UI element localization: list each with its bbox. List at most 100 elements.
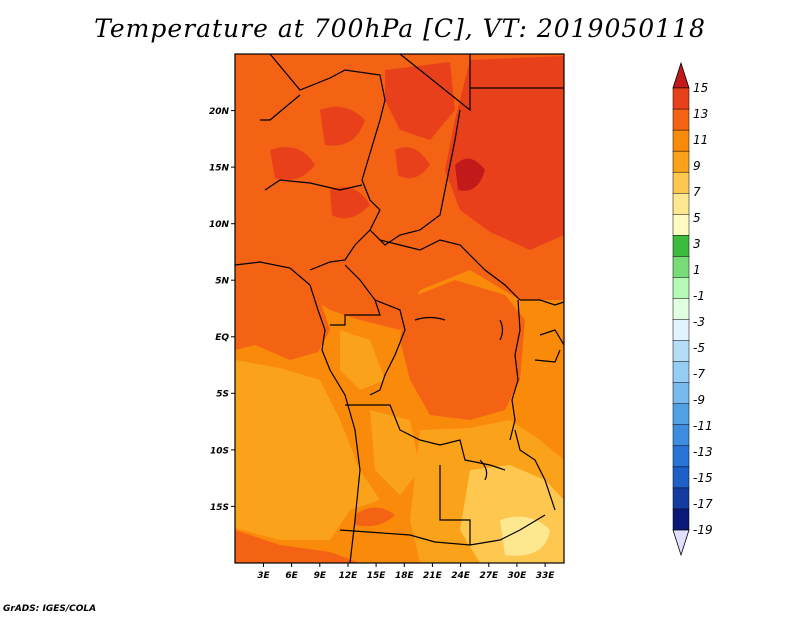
field-band-7-9-gabon bbox=[340, 330, 385, 390]
field-patch-13-15-b bbox=[270, 147, 315, 180]
colorbar-label: 1 bbox=[693, 263, 701, 277]
border-tanzania bbox=[514, 429, 556, 511]
border-niger-nigeria bbox=[264, 179, 363, 191]
x-axis: 3E 6E 9E 12E 15E 18E 21E 24E 27E 30E 33E bbox=[257, 563, 555, 581]
colorbar-cell bbox=[672, 466, 690, 489]
colorbar-cell bbox=[672, 214, 690, 236]
x-tick-label: 3E bbox=[257, 571, 270, 581]
colorbar-cell bbox=[672, 487, 690, 510]
field-band-11-13-south bbox=[235, 530, 360, 563]
colorbar-cell bbox=[672, 340, 690, 363]
border-uganda-kenya bbox=[534, 329, 564, 363]
field-band-3-5 bbox=[500, 516, 550, 556]
field-patch-13-15-a bbox=[320, 106, 365, 146]
colorbar-label: -15 bbox=[693, 471, 713, 485]
grads-credit: GrADS: IGES/COLA bbox=[3, 604, 97, 614]
colorbar-label: 13 bbox=[693, 107, 708, 121]
x-tick-label: 15E bbox=[367, 571, 387, 581]
x-tick-label: 21E bbox=[423, 571, 443, 581]
field-band-11-13-central bbox=[400, 280, 525, 420]
border-egypt-sudan bbox=[470, 87, 564, 306]
y-axis: 20N 15N 10N 5N EQ 5S 10S 15S bbox=[209, 107, 235, 513]
x-tick-label: 18E bbox=[395, 571, 415, 581]
colorbar-cell bbox=[672, 361, 690, 384]
y-tick-label: 10N bbox=[209, 220, 230, 230]
colorbar-cells bbox=[672, 87, 690, 531]
field-patch-13-15-d bbox=[395, 147, 430, 179]
field-band-7-9-sw bbox=[235, 360, 380, 540]
field-band-13-15-n bbox=[385, 62, 455, 140]
x-tick-label: 12E bbox=[339, 571, 359, 581]
colorbar-cell bbox=[672, 403, 690, 426]
field-patch-11-13 bbox=[355, 507, 395, 527]
colorbar-cell bbox=[672, 129, 690, 152]
field-band-11-13-west bbox=[235, 265, 330, 360]
colorbar-label: -9 bbox=[693, 393, 705, 407]
colorbar-label: 15 bbox=[693, 81, 708, 95]
colorbar-cell bbox=[672, 319, 690, 342]
colorbar-cell bbox=[672, 277, 690, 300]
colorbar-label: -11 bbox=[693, 419, 713, 433]
colorbar-label: -17 bbox=[693, 497, 713, 511]
colorbar-label: 11 bbox=[693, 133, 708, 147]
x-tick-label: 30E bbox=[508, 571, 528, 581]
colorbar-label: 9 bbox=[693, 159, 701, 173]
colorbar-top-arrow bbox=[672, 61, 690, 89]
colorbar-label: -5 bbox=[693, 341, 705, 355]
border-car bbox=[379, 239, 521, 301]
x-tick-label: 6E bbox=[285, 571, 298, 581]
colorbar-label: -19 bbox=[693, 523, 713, 537]
colorbar: 15 13 11 9 7 5 3 1 -1 -3 -5 -7 -9 -11 -13 -15 -17 -19 bbox=[672, 61, 713, 557]
colorbar-cell bbox=[672, 424, 690, 447]
x-tick-label: 24E bbox=[451, 571, 471, 581]
colorbar-label: -7 bbox=[693, 367, 705, 381]
colorbar-cell bbox=[672, 256, 690, 278]
colorbar-cell bbox=[672, 192, 690, 215]
border-chad bbox=[369, 54, 471, 246]
y-tick-label: 5N bbox=[215, 277, 229, 287]
colorbar-cell bbox=[672, 508, 690, 531]
field-band-7-9-c bbox=[370, 410, 420, 495]
colorbar-label: 7 bbox=[693, 185, 701, 199]
y-tick-label: 5S bbox=[216, 390, 229, 400]
field-band-13-15-ne bbox=[445, 56, 564, 250]
y-tick-label: 20N bbox=[209, 107, 230, 117]
colorbar-cell bbox=[672, 382, 690, 405]
colorbar-label: 5 bbox=[693, 211, 701, 225]
border-angola-north bbox=[345, 404, 506, 471]
field-core-15 bbox=[455, 158, 485, 191]
temperature-field bbox=[235, 54, 564, 563]
colorbar-label: -1 bbox=[693, 289, 705, 303]
lake-outlines bbox=[414, 316, 504, 481]
colorbar-labels: 15 13 11 9 7 5 3 1 -1 -3 -5 -7 -9 -11 -13 -15 -17 -19 bbox=[693, 81, 713, 537]
colorbar-cell bbox=[672, 445, 690, 468]
y-tick-label: EQ bbox=[215, 333, 229, 343]
y-tick-label: 15N bbox=[209, 164, 230, 174]
border-congo bbox=[369, 299, 406, 396]
border-cameroon bbox=[330, 264, 381, 326]
coastline-west bbox=[235, 261, 361, 563]
field-patch-13-15-c bbox=[330, 187, 370, 219]
colorbar-label: -13 bbox=[693, 445, 713, 459]
colorbar-cell bbox=[672, 298, 690, 321]
colorbar-cell bbox=[672, 150, 690, 173]
border-nigeria bbox=[260, 94, 381, 271]
colorbar-label: -3 bbox=[693, 315, 705, 329]
x-tick-label: 27E bbox=[479, 571, 499, 581]
border-zambia bbox=[439, 465, 471, 545]
colorbar-cell bbox=[672, 108, 690, 131]
x-tick-label: 9E bbox=[314, 571, 327, 581]
chart-title: Temperature at 700hPa [C], VT: 201905011… bbox=[94, 14, 706, 43]
country-borders bbox=[235, 54, 564, 563]
colorbar-cell bbox=[672, 235, 690, 257]
map-frame bbox=[234, 53, 565, 564]
colorbar-bottom-arrow bbox=[672, 529, 690, 557]
border-drc-east bbox=[509, 299, 521, 441]
x-tick-label: 33E bbox=[536, 571, 556, 581]
y-tick-label: 15S bbox=[210, 503, 229, 513]
y-tick-label: 10S bbox=[210, 446, 229, 456]
colorbar-cell bbox=[672, 87, 690, 110]
colorbar-cell bbox=[672, 171, 690, 194]
border-niger-algeria bbox=[269, 54, 386, 181]
